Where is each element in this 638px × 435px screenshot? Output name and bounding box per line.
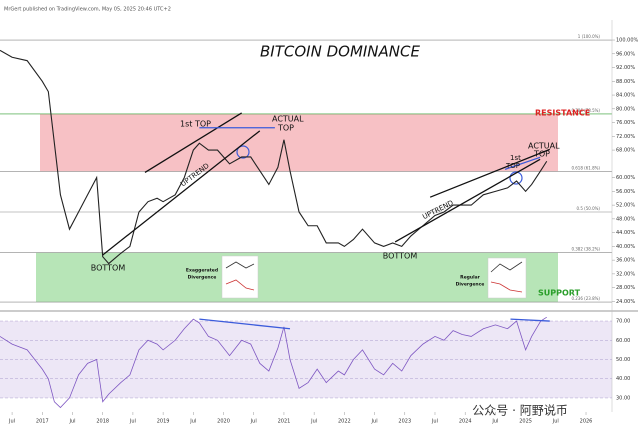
- y-tick-label: 80.00%: [616, 106, 635, 112]
- x-tick-label: 2023: [398, 419, 411, 425]
- y-tick-label: 48.00%: [616, 216, 635, 222]
- y-tick-label: 28.00%: [616, 285, 635, 291]
- x-tick-label: Jul: [371, 419, 378, 425]
- inset-line: [225, 261, 255, 269]
- y-tick-label: 76.00%: [616, 120, 635, 126]
- price-line: [0, 49, 548, 265]
- annotation: TOP: [505, 162, 520, 170]
- annotation: TOP: [277, 124, 294, 133]
- y-tick-label: 100.00%: [616, 38, 638, 44]
- annotation: Exaggerated: [186, 268, 218, 274]
- annotation: RESISTANCE: [535, 109, 590, 118]
- circle-marker: [236, 145, 250, 159]
- y-tick-label: 40.00%: [616, 244, 635, 250]
- x-tick-label: 2024: [459, 419, 472, 425]
- annotation: ACTUAL: [528, 142, 560, 151]
- inset-line: [225, 279, 255, 291]
- trendline: [144, 112, 242, 173]
- inset-box: [221, 255, 259, 299]
- y-tick-label: 52.00%: [616, 203, 635, 209]
- trendline: [504, 156, 541, 170]
- trendline: [394, 158, 541, 243]
- x-tick-label: 2018: [96, 419, 109, 425]
- circle-marker: [509, 171, 523, 185]
- fib-label: 0.786 (78.5%): [571, 108, 600, 113]
- x-tick-label: Jul: [552, 419, 559, 425]
- annotation: ACTUAL: [272, 115, 304, 124]
- fib-label: 1 (100.0%): [578, 34, 601, 39]
- x-tick-label: Jul: [68, 419, 75, 425]
- divergence-line: [199, 318, 291, 330]
- fib-label: 0.236 (23.8%): [571, 296, 600, 301]
- annotation: Divergence: [188, 275, 217, 281]
- watermark: 公众号 · 阿野说币: [472, 403, 567, 418]
- x-tick-label: Jul: [129, 419, 136, 425]
- x-tick-label: 2020: [217, 419, 230, 425]
- resistance-zone: [40, 113, 558, 172]
- rsi-tick-label: 40.00: [616, 376, 630, 382]
- rsi-tick-label: 30.00: [616, 395, 630, 401]
- annotation: Regular: [460, 275, 481, 281]
- x-tick-label: 2025: [519, 419, 532, 425]
- annotation: BOTTOM: [91, 264, 126, 273]
- header: MrGert published on TradingView.com, May…: [4, 7, 171, 13]
- rsi-tick-label: 50.00: [616, 357, 630, 363]
- annotation: 1st: [510, 154, 521, 162]
- x-tick-label: Jul: [8, 419, 15, 425]
- y-tick-label: 68.00%: [616, 148, 635, 154]
- x-tick-label: 2022: [338, 419, 351, 425]
- x-tick-label: 2019: [157, 419, 170, 425]
- inset-line: [490, 281, 523, 293]
- fib-label: 0.382 (38.2%): [571, 247, 600, 252]
- y-tick-label: 88.00%: [616, 79, 635, 85]
- rsi-tick-label: 70.00: [616, 319, 630, 325]
- fib-label: 0.618 (61.8%): [571, 165, 600, 170]
- x-tick-label: Jul: [189, 419, 196, 425]
- y-tick-label: 24.00%: [616, 299, 635, 305]
- y-tick-label: 60.00%: [616, 175, 635, 181]
- y-tick-label: 96.00%: [616, 51, 635, 57]
- divergence-line: [510, 318, 550, 322]
- x-tick-label: 2026: [580, 419, 593, 425]
- trendline: [429, 148, 551, 198]
- annotation: BOTTOM: [383, 252, 418, 261]
- x-tick-label: Jul: [250, 419, 257, 425]
- rsi-line: [0, 316, 547, 409]
- trendline: [102, 130, 261, 256]
- support-zone: [36, 252, 558, 303]
- y-tick-label: 36.00%: [616, 258, 635, 264]
- y-tick-label: 84.00%: [616, 93, 635, 99]
- x-tick-label: 2017: [36, 419, 49, 425]
- x-tick-label: Jul: [431, 419, 438, 425]
- annotation: TOP: [533, 150, 550, 159]
- y-tick-label: 72.00%: [616, 134, 635, 140]
- inset-line: [490, 261, 523, 273]
- chart-title: BITCOIN DOMINANCE: [260, 43, 420, 61]
- annotation: Divergence: [456, 282, 485, 288]
- annotation: SUPPORT: [538, 289, 581, 298]
- x-tick-label: 2021: [278, 419, 291, 425]
- y-tick-label: 44.00%: [616, 230, 635, 236]
- rsi-tick-label: 60.00: [616, 338, 630, 344]
- y-tick-label: 56.00%: [616, 189, 635, 195]
- y-tick-label: 32.00%: [616, 271, 635, 277]
- x-tick-label: Jul: [491, 419, 498, 425]
- y-tick-label: 92.00%: [616, 65, 635, 71]
- x-tick-label: Jul: [310, 419, 317, 425]
- annotation: 1st TOP: [180, 120, 211, 129]
- fib-label: 0.5 (50.0%): [577, 206, 601, 211]
